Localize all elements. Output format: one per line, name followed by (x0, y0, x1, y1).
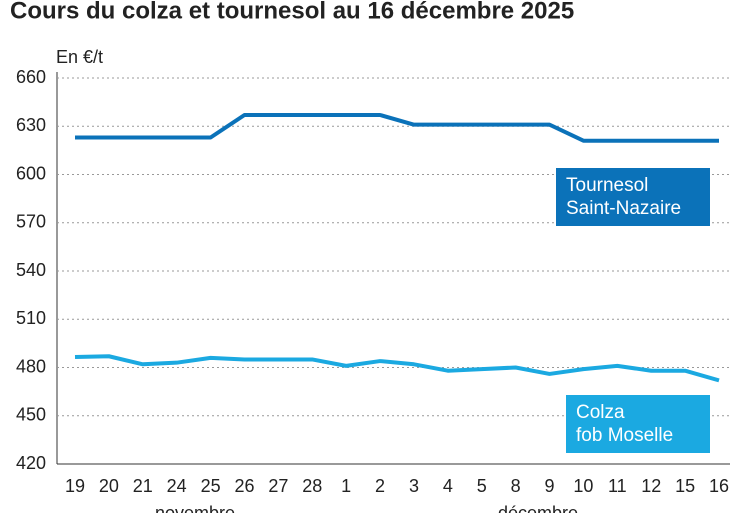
x-tick-label: 16 (709, 476, 729, 496)
x-tick-label: 11 (608, 476, 627, 496)
x-tick-label: 10 (573, 476, 593, 496)
x-tick-label: 28 (302, 476, 322, 496)
x-tick-label: 3 (409, 476, 419, 496)
x-tick-label: 2 (375, 476, 385, 496)
series-line (75, 112, 719, 143)
x-tick-label: 27 (268, 476, 288, 496)
y-tick-label: 480 (16, 356, 46, 376)
y-tick-label: 420 (16, 453, 46, 473)
y-tick-label: 660 (16, 67, 46, 87)
x-tick-label: 20 (99, 476, 119, 496)
y-tick-label: 570 (16, 212, 46, 232)
x-tick-label: 25 (201, 476, 221, 496)
x-tick-label: 5 (477, 476, 487, 496)
legend-label: Tournesol Saint-Nazaire (556, 168, 710, 226)
legend-label: Colza fob Moselle (566, 395, 710, 453)
series-line (74, 354, 720, 383)
x-tick-label: 15 (675, 476, 695, 496)
x-tick-label: 12 (641, 476, 661, 496)
x-tick-label: 4 (443, 476, 453, 496)
x-tick-label: 9 (545, 476, 555, 496)
month-label: décembre (498, 503, 578, 513)
x-tick-label: 26 (234, 476, 254, 496)
x-tick-label: 19 (65, 476, 85, 496)
x-tick-label: 1 (341, 476, 351, 496)
y-tick-label: 600 (16, 163, 46, 183)
x-tick-label: 8 (511, 476, 521, 496)
y-axis-label: En €/t (56, 47, 103, 67)
y-tick-label: 630 (16, 115, 46, 135)
y-tick-label: 540 (16, 260, 46, 280)
y-tick-label: 510 (16, 308, 46, 328)
y-tick-label: 450 (16, 405, 46, 425)
x-tick-label: 24 (167, 476, 187, 496)
chart-title: Cours du colza et tournesol au 16 décemb… (10, 0, 574, 24)
month-label: novembre (155, 503, 235, 513)
x-tick-label: 21 (133, 476, 153, 496)
